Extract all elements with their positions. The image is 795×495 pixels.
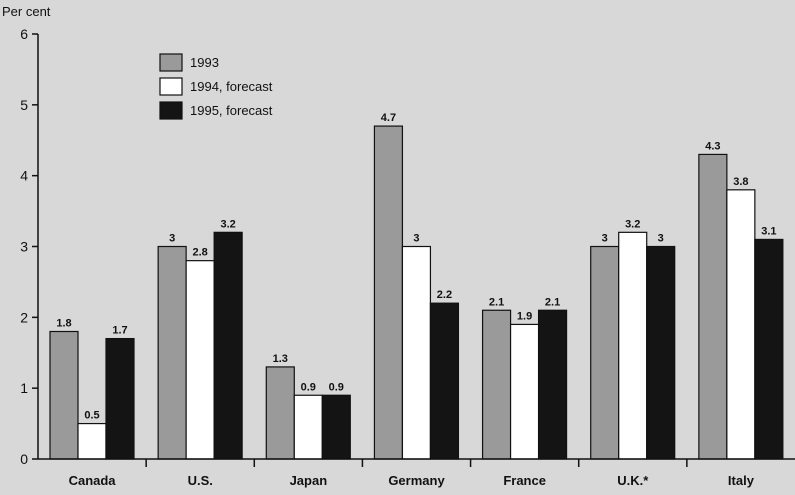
y-tick-label: 4 xyxy=(20,168,28,184)
bar xyxy=(293,394,323,460)
bar-data-label: 2.1 xyxy=(489,296,504,308)
x-category-label: Italy xyxy=(728,473,755,488)
bar-data-label: 3.8 xyxy=(733,176,748,188)
bar xyxy=(49,330,79,460)
bar xyxy=(537,309,568,460)
bar-data-label: 1.7 xyxy=(112,325,127,337)
y-tick-label: 3 xyxy=(20,239,28,255)
x-category-label: U.K.* xyxy=(617,473,649,488)
bar xyxy=(373,125,404,460)
bar-data-label: 0.9 xyxy=(329,381,344,393)
bar-data-label: 4.3 xyxy=(705,140,720,152)
x-category-label: France xyxy=(503,473,546,488)
bar-data-label: 3.2 xyxy=(625,218,640,230)
bar-data-label: 2.1 xyxy=(545,296,560,308)
x-category-label: Canada xyxy=(69,473,117,488)
legend-swatch xyxy=(159,77,183,96)
bar-data-label: 2.2 xyxy=(437,289,452,301)
bar-data-label: 1.3 xyxy=(273,353,288,365)
bar xyxy=(321,394,351,460)
x-category-label: Japan xyxy=(290,473,328,488)
bar xyxy=(105,337,135,460)
bar-data-label: 3 xyxy=(658,233,664,245)
bar-data-label: 3 xyxy=(602,233,608,245)
bar xyxy=(77,422,107,460)
bar-data-label: 0.5 xyxy=(84,410,99,422)
bar xyxy=(698,153,728,460)
bar-data-label: 1.9 xyxy=(517,310,532,322)
y-tick-label: 1 xyxy=(20,380,28,396)
bar xyxy=(618,231,648,460)
legend-label: 1993 xyxy=(190,55,219,70)
x-category-label: U.S. xyxy=(188,473,213,488)
bar-data-label: 4.7 xyxy=(381,112,396,124)
legend: 1993 1994, forecast 1995, forecast xyxy=(159,53,273,120)
bar-data-label: 1.8 xyxy=(56,318,71,330)
bar xyxy=(509,323,540,460)
y-tick-label: 6 xyxy=(20,26,28,42)
bar xyxy=(726,189,756,460)
bar xyxy=(213,231,243,460)
y-tick-label: 5 xyxy=(20,97,28,113)
bar-data-label: 3.2 xyxy=(220,218,235,230)
axes-group: 0 1 2 3 4 5 6 Canada U.S. Japan Germany France U.K.*… xyxy=(20,26,795,488)
bar xyxy=(401,245,432,460)
bar xyxy=(429,302,460,460)
y-axis-title: Per cent xyxy=(2,4,51,19)
bar xyxy=(265,366,295,460)
y-tick-label: 0 xyxy=(20,451,28,467)
bar-data-label: 3.1 xyxy=(761,225,776,237)
legend-swatch xyxy=(159,101,183,120)
x-category-label: Germany xyxy=(388,473,445,488)
bar-data-label: 0.9 xyxy=(301,381,316,393)
legend-label: 1995, forecast xyxy=(190,103,273,118)
bar-data-label: 3 xyxy=(169,233,175,245)
bar xyxy=(157,245,187,460)
bar xyxy=(754,238,784,460)
bar xyxy=(590,245,620,460)
bar-data-label: 3 xyxy=(413,233,419,245)
bar-data-label: 2.8 xyxy=(192,247,207,259)
bars-group: 1.8 3 1.3 4.7 2.1 3 4.3 0.5 2.8 0.9 3 1.9 3.2 3.8 1.7 3… xyxy=(49,112,784,460)
y-tick-label: 2 xyxy=(20,309,28,325)
bar xyxy=(185,260,215,460)
bar xyxy=(646,245,676,460)
legend-label: 1994, forecast xyxy=(190,79,273,94)
legend-swatch xyxy=(159,53,183,72)
bar xyxy=(481,309,512,460)
